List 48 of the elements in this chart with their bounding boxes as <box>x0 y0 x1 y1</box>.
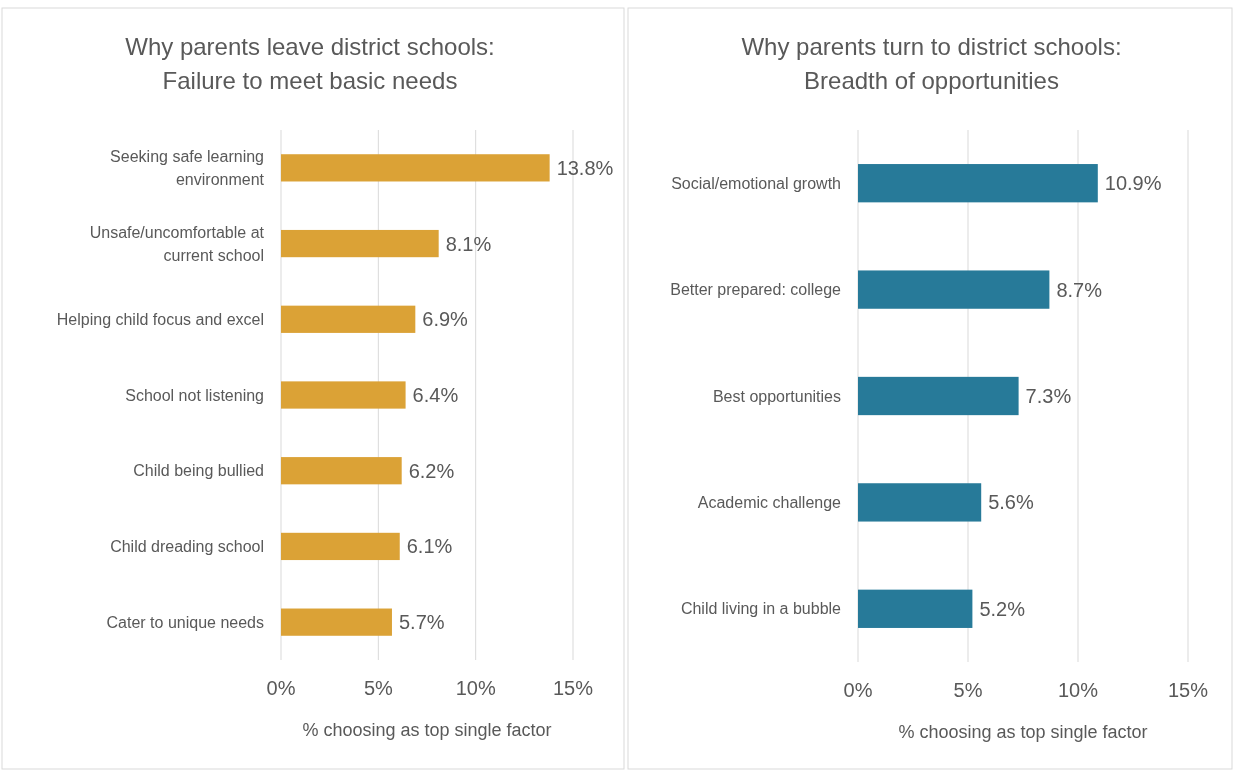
data-label: 6.1% <box>406 535 453 558</box>
bar <box>281 154 550 182</box>
x-tick-label: 0% <box>843 679 873 701</box>
bar <box>281 532 400 561</box>
chart-title: Why parents turn to district schools: Breadth of opportunities <box>741 33 1122 94</box>
data-label: 8.1% <box>445 232 492 255</box>
y-tick-label: Best opportunities <box>712 387 841 405</box>
y-tick-label: Unsafe/uncomfortable at current school <box>89 223 265 264</box>
x-axis-title: % choosing as top single factor <box>898 722 1148 742</box>
y-tick-label: Better prepared: college <box>670 281 842 299</box>
x-tick-label: 15% <box>1167 679 1209 701</box>
y-tick-label: Cater to unique needs <box>106 613 264 631</box>
x-tick-label: 5% <box>953 679 983 701</box>
y-tick-label: Seeking safe learning environment <box>110 147 265 188</box>
y-tick-label: Child dreading school <box>110 538 264 556</box>
bar <box>281 305 416 333</box>
bar <box>858 164 1098 203</box>
data-label: 6.2% <box>408 459 455 482</box>
x-tick-label: 5% <box>363 677 393 699</box>
bar <box>281 229 439 258</box>
y-tick-label: Child living in a bubble <box>680 600 842 618</box>
bar <box>858 589 973 628</box>
bar <box>858 376 1019 416</box>
data-label: 10.9% <box>1104 172 1162 195</box>
data-label: 5.6% <box>988 491 1034 514</box>
bar <box>281 457 402 485</box>
data-label: 13.8% <box>556 156 614 179</box>
data-label: 5.7% <box>398 611 445 634</box>
data-label: 5.2% <box>979 597 1026 620</box>
y-tick-label: Helping child focus and excel <box>56 310 264 328</box>
y-tick-label: Social/emotional growth <box>671 174 841 192</box>
bar <box>281 381 406 409</box>
x-tick-label: 15% <box>552 677 594 699</box>
y-tick-label: Academic challenge <box>697 494 842 511</box>
data-label: 6.9% <box>422 308 469 331</box>
x-axis-title: % choosing as top single factor <box>302 720 552 740</box>
x-tick-label: 0% <box>266 677 296 699</box>
y-tick-label: School not listening <box>125 386 264 404</box>
x-tick-label: 10% <box>1057 679 1099 701</box>
data-label: 8.7% <box>1056 278 1103 301</box>
chart-title: Why parents leave district schools: Failure to meet basic needs <box>125 33 495 94</box>
data-label: 7.3% <box>1025 385 1072 407</box>
bar <box>281 608 392 636</box>
bar <box>858 270 1050 309</box>
bar <box>858 483 982 522</box>
x-tick-label: 10% <box>455 677 496 699</box>
data-label: 6.4% <box>412 384 459 406</box>
y-tick-label: Child being bullied <box>133 462 264 480</box>
